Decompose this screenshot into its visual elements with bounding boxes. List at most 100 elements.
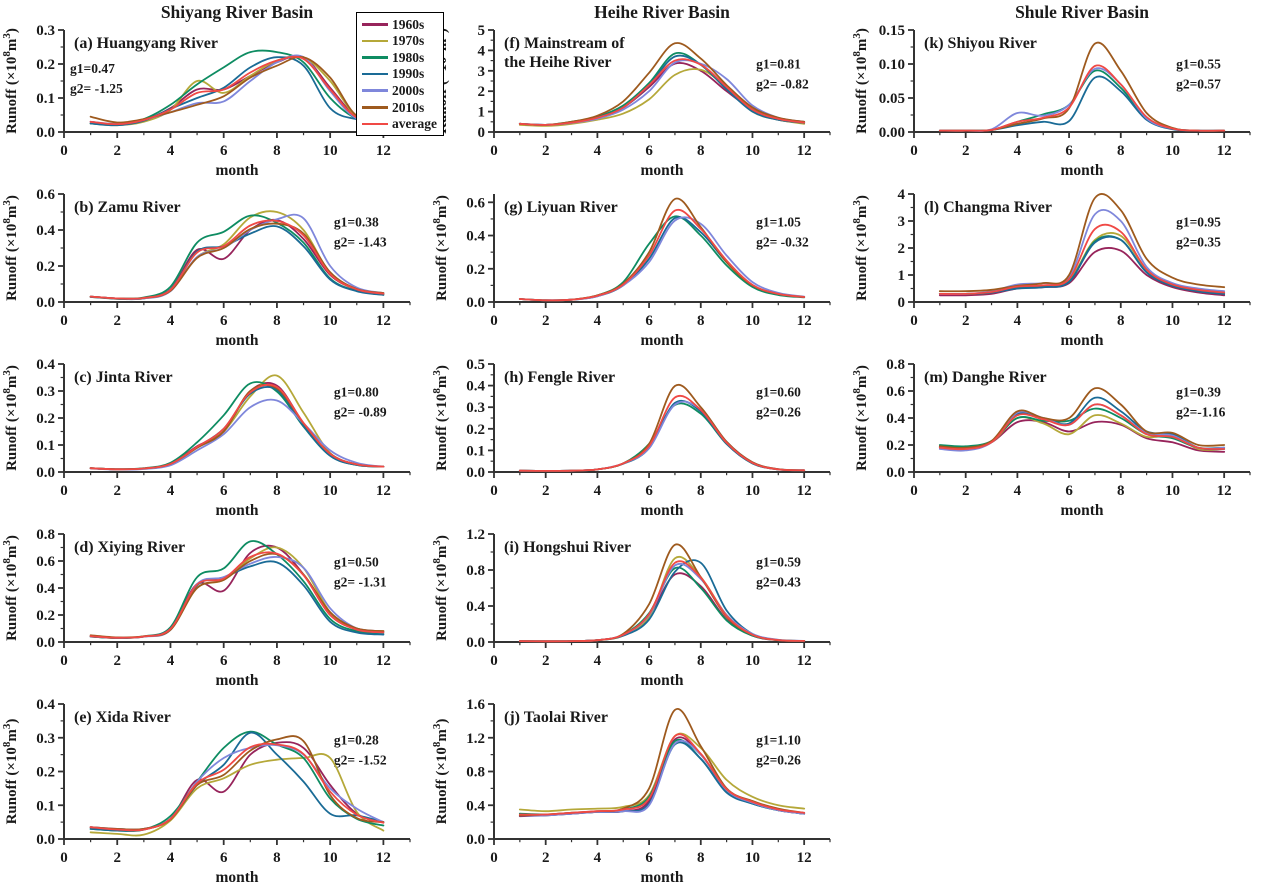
x-tick-label: 12 [797,653,812,669]
g2-annotation: g2= -1.43 [334,234,387,249]
legend-swatch-2000s [362,89,388,92]
x-tick-label: 8 [1117,143,1125,159]
y-tick-label: 0.2 [36,259,55,275]
y-tick-label: 0.6 [36,554,55,570]
subplot-c-chart: 0 2 4 6 8 10 12 0.0 0.1 0.2 0.3 0.4 Runoff (×108m3) m… [1,357,411,519]
x-tick-label: 0 [60,653,68,669]
y-axis-title: Runoff (×108m3) [431,195,450,301]
x-tick-label: 2 [113,313,121,329]
x-tick-label: 4 [1014,143,1022,159]
y-tick-label: 0.4 [36,357,55,373]
x-tick-label: 12 [376,483,391,499]
g2-annotation: g2=0.26 [756,404,801,419]
legend-entry-1990s: 1990s [362,66,437,83]
y-axis-title: Runoff (×108m3) [431,719,450,825]
g2-annotation: g2= -1.31 [334,574,387,589]
x-tick-label: 8 [273,483,281,499]
g1-annotation: g1=0.60 [756,384,801,399]
x-tick-label: 10 [745,313,760,329]
y-axis-title: Runoff (×108m3) [1,719,20,825]
y-tick-label: 0.4 [466,599,485,615]
x-tick-label: 0 [490,143,498,159]
y-tick-label: 0.0 [466,635,485,651]
legend-swatch-2010s [362,105,388,109]
y-tick-label: 1.6 [466,697,485,713]
x-tick-label: 12 [797,483,812,499]
g1-annotation: g1=0.38 [334,214,379,229]
y-tick-label: 0.2 [36,57,55,73]
y-tick-label: 2 [898,241,906,257]
y-axis-title: Runoff (×108m3) [431,365,450,471]
x-tick-label: 6 [220,313,228,329]
panel-label: (d) Xiying River [74,539,185,556]
y-tick-label: 2 [478,84,486,100]
g1-annotation: g1=0.50 [334,554,379,569]
y-tick-label: 0.2 [886,438,905,454]
y-tick-label: 0.1 [466,443,485,459]
y-tick-label: 1 [478,105,486,121]
y-axis-title: Runoff (×108m3) [1,365,20,471]
series-average [938,64,1226,132]
y-tick-label: 3 [478,64,486,80]
x-tick-label: 10 [323,653,338,669]
x-tick-label: 2 [962,143,970,159]
panel-label: (a) Huangyang River [74,35,218,52]
y-axis-title: Runoff (×108m3) [851,195,870,301]
series-2010s [938,387,1226,449]
x-tick-label: 12 [376,850,391,866]
y-axis-title: Runoff (×108m3) [1,535,20,641]
x-tick-label: 6 [1065,483,1073,499]
subplot-f-chart: Heihe River Basin024681012012345Runoff (… [431,2,831,179]
legend-swatch-1960s [362,23,388,26]
panel-label: (f) Mainstream of [504,35,625,52]
series-average [89,742,385,832]
x-tick-label: 0 [490,313,498,329]
panel-label: the Heihe River [504,54,612,71]
legend-entry-1980s: 1980s [362,49,437,66]
y-tick-label: 0.8 [36,527,55,543]
y-tick-label: 0.00 [879,125,905,141]
x-tick-label: 8 [697,483,705,499]
x-tick-label: 2 [962,313,970,329]
y-tick-label: 0 [478,125,486,141]
x-tick-label: 12 [797,313,812,329]
x-tick-label: 6 [645,313,653,329]
y-tick-label: 0.0 [886,465,905,481]
subplot-g-chart: 0 2 4 6 8 10 12 0.0 0.2 0.4 0.6 Runoff (×108m3) mont… [431,194,831,349]
y-tick-label: 0.4 [36,223,55,239]
panel-label: (h) Fengle River [504,369,615,386]
x-tick-label: 8 [697,143,705,159]
legend-entry-average: average [362,116,437,133]
x-tick-label: 0 [910,313,918,329]
g1-annotation: g1=0.81 [756,57,801,72]
series-average [89,55,385,126]
x-tick-label: 4 [594,653,602,669]
x-tick-label: 4 [594,143,602,159]
x-tick-label: 0 [910,143,918,159]
x-tick-label: 0 [490,483,498,499]
x-tick-label: 12 [376,143,391,159]
series-average [89,551,385,639]
x-axis-title: month [215,162,258,179]
x-tick-label: 8 [697,313,705,329]
y-tick-label: 0.6 [36,187,55,203]
x-tick-label: 4 [167,653,175,669]
g2-annotation: g2= -1.52 [334,753,387,768]
subplot-i-chart: 0 2 4 6 8 10 12 0.0 0.4 0.8 1.2 Runoff (×108m3) mont… [431,527,831,689]
g2-annotation: g2=0.35 [1176,234,1221,249]
g1-annotation: g1=0.95 [1176,214,1221,229]
x-tick-label: 2 [542,483,550,499]
series-2010s [938,193,1226,293]
x-tick-label: 4 [594,850,602,866]
legend-label: 1970s [392,33,425,49]
series-average [89,383,385,471]
y-tick-label: 0.2 [36,411,55,427]
y-tick-label: 0.6 [466,195,485,211]
legend-entry-2010s: 2010s [362,99,437,116]
x-tick-label: 0 [60,483,68,499]
legend-label: 1980s [392,49,425,65]
y-tick-label: 0.8 [466,563,485,579]
decade-legend: 1960s 1970s 1980s 1990s 2000s 2010s average [356,12,444,137]
legend-swatch-1990s [362,72,388,76]
